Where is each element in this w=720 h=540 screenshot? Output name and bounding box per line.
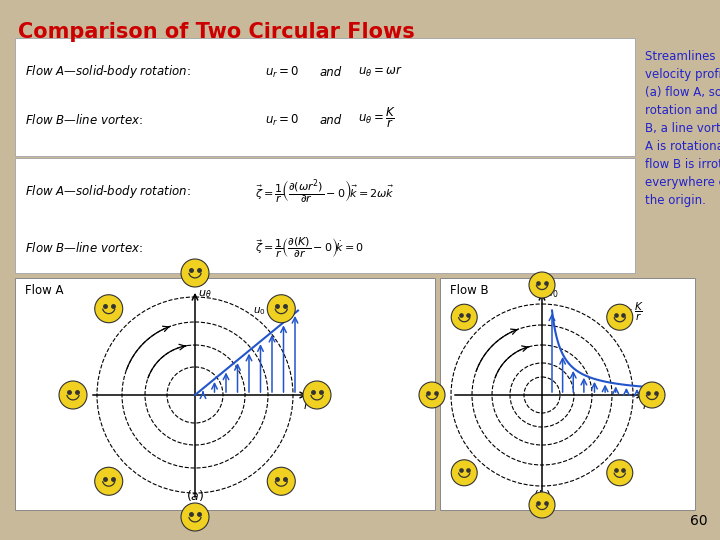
Text: Flow B: Flow B xyxy=(450,284,489,297)
Text: 60: 60 xyxy=(690,514,708,528)
Text: $u_r = 0$: $u_r = 0$ xyxy=(265,64,300,79)
Text: $u_\theta = \dfrac{K}{r}$: $u_\theta = \dfrac{K}{r}$ xyxy=(610,301,644,323)
Circle shape xyxy=(419,382,445,408)
Circle shape xyxy=(181,259,209,287)
Text: $\mathit{Flow\ B}$—$\mathit{line\ vortex}$:: $\mathit{Flow\ B}$—$\mathit{line\ vortex… xyxy=(25,113,143,127)
Circle shape xyxy=(451,460,477,486)
Circle shape xyxy=(451,304,477,330)
Text: Flow A: Flow A xyxy=(25,284,63,297)
Circle shape xyxy=(95,467,122,495)
Text: $u_\theta$: $u_\theta$ xyxy=(198,288,212,300)
Text: $(b)$: $(b)$ xyxy=(533,488,552,503)
Circle shape xyxy=(607,304,633,330)
Circle shape xyxy=(95,295,122,323)
Text: Comparison of Two Circular Flows: Comparison of Two Circular Flows xyxy=(18,22,415,42)
Circle shape xyxy=(267,467,295,495)
Text: $\vec{\zeta} = \dfrac{1}{r}\!\left(\dfrac{\partial(K)}{\partial r} - 0\right)\!\: $\vec{\zeta} = \dfrac{1}{r}\!\left(\dfra… xyxy=(255,236,364,260)
Text: $\mathit{Flow\ A}$—$\mathit{solid}$-$\mathit{body\ rotation}$:: $\mathit{Flow\ A}$—$\mathit{solid}$-$\ma… xyxy=(25,184,191,200)
Circle shape xyxy=(303,381,331,409)
Text: $\mathit{Flow\ A}$—$\mathit{solid}$-$\mathit{body\ rotation}$:: $\mathit{Flow\ A}$—$\mathit{solid}$-$\ma… xyxy=(25,64,191,80)
Text: $(a)$: $(a)$ xyxy=(186,488,204,503)
FancyBboxPatch shape xyxy=(15,38,635,156)
Circle shape xyxy=(59,381,87,409)
Circle shape xyxy=(639,382,665,408)
Text: $u_0$: $u_0$ xyxy=(545,288,559,300)
Text: $u_0 = \omega r$: $u_0 = \omega r$ xyxy=(253,304,293,317)
Text: $u_\theta = \omega r$: $u_\theta = \omega r$ xyxy=(358,65,402,79)
Text: and: and xyxy=(320,65,342,78)
Text: $u_\theta = \dfrac{K}{r}$: $u_\theta = \dfrac{K}{r}$ xyxy=(358,106,396,130)
FancyBboxPatch shape xyxy=(440,278,695,510)
Text: $u_r = 0$: $u_r = 0$ xyxy=(265,112,300,127)
Text: Streamlines and
velocity profiles for
(a) flow A, solid-body
rotation and (b) fl: Streamlines and velocity profiles for (a… xyxy=(645,50,720,207)
Text: $\mathit{Flow\ B}$—$\mathit{line\ vortex}$:: $\mathit{Flow\ B}$—$\mathit{line\ vortex… xyxy=(25,241,143,255)
FancyBboxPatch shape xyxy=(15,278,435,510)
Text: $r$: $r$ xyxy=(642,400,649,411)
Circle shape xyxy=(267,295,295,323)
Circle shape xyxy=(529,492,555,518)
Text: and: and xyxy=(320,113,342,126)
Circle shape xyxy=(529,272,555,298)
Text: $r$: $r$ xyxy=(303,400,310,411)
Text: $\vec{\zeta} = \dfrac{1}{r}\!\left(\dfrac{\partial(\omega r^2)}{\partial r} - 0\: $\vec{\zeta} = \dfrac{1}{r}\!\left(\dfra… xyxy=(255,178,395,206)
FancyBboxPatch shape xyxy=(15,158,635,273)
Circle shape xyxy=(607,460,633,486)
Circle shape xyxy=(181,503,209,531)
